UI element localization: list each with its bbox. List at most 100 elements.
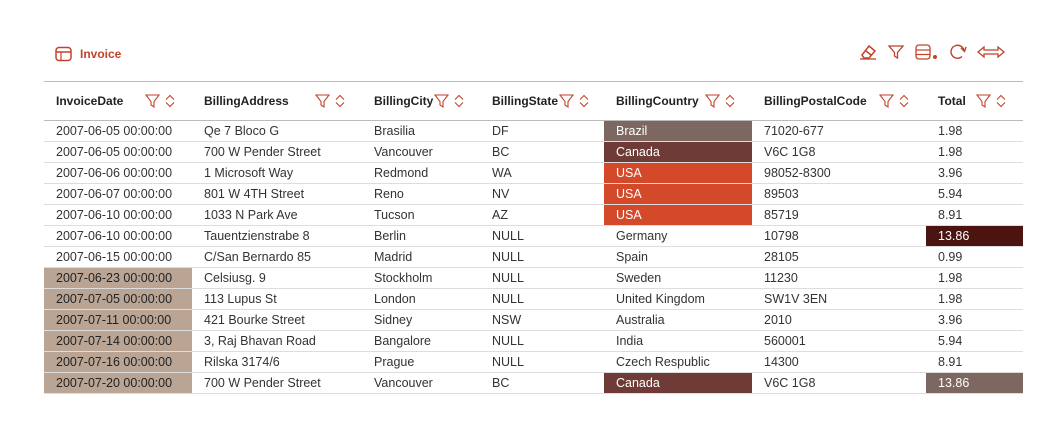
cell: 2007-07-16 00:00:00: [44, 351, 192, 373]
data-row[interactable]: 2007-06-23 00:00:00 Celsiusg. 9 Stockholm N…: [44, 267, 1023, 289]
data-row[interactable]: 2007-06-07 00:00:00 801 W 4TH Street Reno N…: [44, 183, 1023, 205]
cell: 89503: [752, 183, 926, 205]
columns-button[interactable]: [914, 42, 940, 62]
column-header[interactable]: BillingCity: [362, 81, 480, 121]
cell: NSW: [480, 309, 604, 331]
column-header[interactable]: InvoiceDate: [44, 81, 192, 121]
data-row[interactable]: 2007-06-10 00:00:00 1033 N Park Ave Tucson…: [44, 204, 1023, 226]
filter-sort-icons[interactable]: [704, 93, 740, 109]
header-cell: Total: [938, 93, 1023, 109]
cell: USA: [604, 204, 752, 226]
cell: 421 Bourke Street: [192, 309, 362, 331]
cell: Bangalore: [362, 330, 480, 352]
cell: V6C 1G8: [752, 372, 926, 394]
cell: 801 W 4TH Street: [192, 183, 362, 205]
header-cell: BillingCountry: [616, 93, 752, 109]
cell: 5.94: [926, 330, 1023, 352]
cell: SW1V 3EN: [752, 288, 926, 310]
cell: 2007-07-14 00:00:00: [44, 330, 192, 352]
cell: NV: [480, 183, 604, 205]
column-title: BillingCountry: [616, 94, 699, 108]
data-row[interactable]: 2007-06-05 00:00:00 Qe 7 Bloco G Brasilia D…: [44, 120, 1023, 142]
cell: 98052-8300: [752, 162, 926, 184]
refresh-button[interactable]: [948, 42, 968, 62]
cell: 8.91: [926, 351, 1023, 373]
cell: Brasilia: [362, 120, 480, 142]
cell: Brazil: [604, 120, 752, 142]
cell: 1033 N Park Ave: [192, 204, 362, 226]
header-cell: BillingPostalCode: [764, 93, 926, 109]
cell: Tauentzienstrabe 8: [192, 225, 362, 247]
column-header[interactable]: BillingState: [480, 81, 604, 121]
cell: 1.98: [926, 288, 1023, 310]
filter-button[interactable]: [886, 42, 906, 62]
cell: 1.98: [926, 141, 1023, 163]
column-title: BillingState: [492, 94, 559, 108]
cell: 2007-07-20 00:00:00: [44, 372, 192, 394]
cell: Berlin: [362, 225, 480, 247]
data-row[interactable]: 2007-06-10 00:00:00 Tauentzienstrabe 8 Ber…: [44, 225, 1023, 247]
toolbar: [858, 42, 1006, 62]
column-header[interactable]: BillingPostalCode: [752, 81, 926, 121]
cell: 2007-06-05 00:00:00: [44, 120, 192, 142]
cell: Stockholm: [362, 267, 480, 289]
grid-body: 2007-06-05 00:00:00 Qe 7 Bloco G Brasilia D…: [44, 120, 1023, 394]
cell: Sweden: [604, 267, 752, 289]
column-header[interactable]: Total: [926, 81, 1023, 121]
cell: AZ: [480, 204, 604, 226]
cell: Tucson: [362, 204, 480, 226]
data-row[interactable]: 2007-07-20 00:00:00 700 W Pender Street Va…: [44, 372, 1023, 394]
cell: WA: [480, 162, 604, 184]
cell: London: [362, 288, 480, 310]
cell: 2010: [752, 309, 926, 331]
column-title: BillingCity: [374, 94, 434, 108]
table-icon: [55, 46, 72, 62]
filter-sort-icons[interactable]: [144, 93, 180, 109]
column-header[interactable]: BillingCountry: [604, 81, 752, 121]
cell: 2007-06-05 00:00:00: [44, 141, 192, 163]
cell: Germany: [604, 225, 752, 247]
cell: 2007-06-15 00:00:00: [44, 246, 192, 268]
data-row[interactable]: 2007-06-05 00:00:00 700 W Pender Street Va…: [44, 141, 1023, 163]
cell: 2007-06-10 00:00:00: [44, 204, 192, 226]
filter-sort-icons[interactable]: [878, 93, 914, 109]
cell: NULL: [480, 225, 604, 247]
cell: 113 Lupus St: [192, 288, 362, 310]
cell: 0.99: [926, 246, 1023, 268]
cell: Czech Respublic: [604, 351, 752, 373]
cell: Madrid: [362, 246, 480, 268]
column-title: BillingPostalCode: [764, 94, 867, 108]
clear-filter-button[interactable]: [858, 42, 878, 62]
data-grid: InvoiceDate BillingAddress BillingCity Bill…: [44, 81, 1023, 394]
cell: 3.96: [926, 162, 1023, 184]
cell: United Kingdom: [604, 288, 752, 310]
data-row[interactable]: 2007-07-05 00:00:00 113 Lupus St London NUL…: [44, 288, 1023, 310]
cell: USA: [604, 162, 752, 184]
resize-button[interactable]: [976, 42, 1006, 62]
filter-sort-icons[interactable]: [558, 93, 592, 109]
data-row[interactable]: 2007-07-16 00:00:00 Rilska 3174/6 Prague NU…: [44, 351, 1023, 373]
cell: Vancouver: [362, 141, 480, 163]
cell: Prague: [362, 351, 480, 373]
data-row[interactable]: 2007-06-06 00:00:00 1 Microsoft Way Redmon…: [44, 162, 1023, 184]
cell: 13.86: [926, 225, 1023, 247]
cell: 5.94: [926, 183, 1023, 205]
data-row[interactable]: 2007-07-11 00:00:00 421 Bourke Street Sidn…: [44, 309, 1023, 331]
cell: Rilska 3174/6: [192, 351, 362, 373]
data-row[interactable]: 2007-07-14 00:00:00 3, Raj Bhavan Road Ban…: [44, 330, 1023, 352]
filter-sort-icons[interactable]: [433, 93, 468, 109]
cell: NULL: [480, 267, 604, 289]
column-header[interactable]: BillingAddress: [192, 81, 362, 121]
filter-sort-icons[interactable]: [314, 93, 350, 109]
cell: 2007-07-11 00:00:00: [44, 309, 192, 331]
title: Invoice: [80, 47, 122, 61]
data-row[interactable]: 2007-06-15 00:00:00 C/San Bernardo 85 Madr…: [44, 246, 1023, 268]
header-cell: BillingAddress: [204, 93, 362, 109]
filter-sort-icons[interactable]: [975, 93, 1011, 109]
cell: 700 W Pender Street: [192, 372, 362, 394]
cell: 700 W Pender Street: [192, 141, 362, 163]
cell: 2007-06-23 00:00:00: [44, 267, 192, 289]
header-cell: BillingCity: [374, 93, 480, 109]
cell: 2007-07-05 00:00:00: [44, 288, 192, 310]
header-cell: InvoiceDate: [56, 93, 192, 109]
